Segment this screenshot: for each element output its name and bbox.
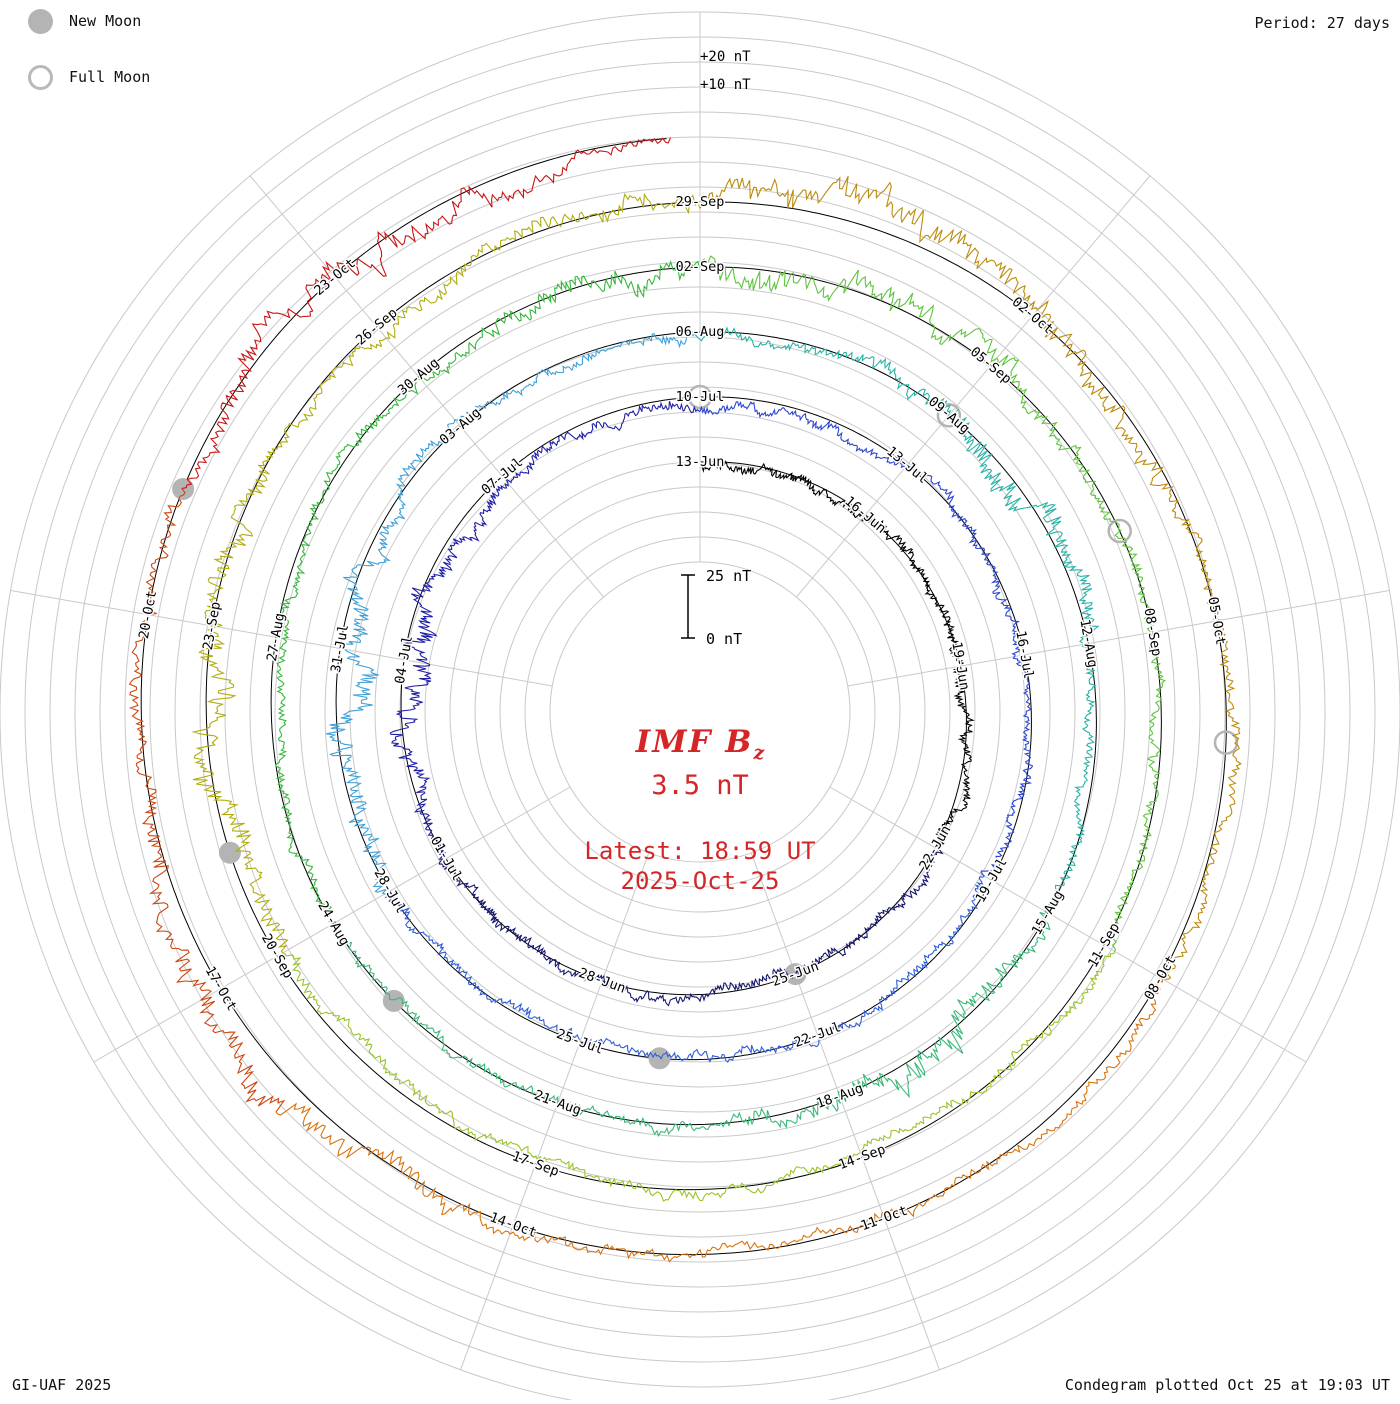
trace-segment <box>332 910 1051 1138</box>
date-label: 18-Aug <box>814 1080 865 1112</box>
imf-title-text: IMF B <box>635 724 754 760</box>
date-label: 05-Oct <box>1204 595 1228 646</box>
full-moon-label: Full Moon <box>69 68 151 86</box>
grid-spoke <box>249 175 604 598</box>
grid-spoke <box>460 852 650 1370</box>
center-annotation: IMF Bz 3.5 nT Latest: 18:59 UT 2025-Oct-… <box>400 724 1000 895</box>
date-label: 14-Sep <box>836 1141 887 1173</box>
date-label: 11-Sep <box>1085 920 1123 970</box>
scale-bar-zero-label: 0 nT <box>706 630 742 648</box>
grid-spoke <box>93 786 571 1063</box>
bz-trace <box>128 137 1243 1263</box>
trace-segment <box>274 260 701 923</box>
trace-segment <box>699 326 1100 912</box>
trace-segment <box>389 401 701 863</box>
date-label: 15-Aug <box>1029 888 1067 938</box>
date-label: 31-Jul <box>328 623 352 674</box>
date-label: 25-Jul <box>554 1026 605 1058</box>
full-moon-marker <box>687 384 713 410</box>
new-moon-marker <box>382 989 405 1012</box>
date-label: 25-Jun <box>770 958 821 990</box>
date-label: 19-Jun <box>948 641 972 692</box>
trace-segment <box>181 137 672 490</box>
date-label: 02-Oct <box>1009 294 1057 338</box>
moon-legend: New Moon Full Moon <box>28 8 150 120</box>
date-label: 29-Sep <box>676 194 725 210</box>
date-label: 06-Aug <box>676 324 725 340</box>
trace-segment <box>128 488 286 1113</box>
current-bz-value: 3.5 nT <box>651 770 749 802</box>
latest-date-label: 2025-Oct-25 <box>620 867 780 896</box>
scale-bar <box>681 574 695 639</box>
polar-grid <box>0 11 1400 1404</box>
date-label: 04-Jul <box>392 634 416 685</box>
grid-spoke <box>796 175 1151 598</box>
trace-segment <box>699 255 1166 952</box>
trace-segment <box>699 400 1034 877</box>
grid-spoke <box>750 852 940 1370</box>
date-label: 09-Aug <box>925 394 973 438</box>
plotted-timestamp-label: Condegram plotted Oct 25 at 19:03 UT <box>1064 1376 1390 1394</box>
date-label: 13-Jun <box>676 454 725 470</box>
date-label: 08-Sep <box>1140 607 1164 658</box>
date-label: 20-Oct <box>136 589 160 640</box>
date-label: 08-Oct <box>1141 953 1179 1003</box>
date-label: 24-Aug <box>314 899 352 949</box>
new-moon-icon <box>28 8 53 34</box>
date-label: 17-Oct <box>202 964 240 1014</box>
radial-ref-label: +20 nT <box>700 49 751 65</box>
full-moon-marker <box>1213 730 1239 755</box>
new-moon-marker <box>172 478 195 500</box>
trace-segment <box>282 951 1116 1202</box>
date-label: 10-Jul <box>676 389 725 405</box>
legend-new-moon: New Moon <box>28 8 150 34</box>
imf-bz-title: IMF Bz <box>400 724 1000 764</box>
baseline-spiral <box>140 138 1227 1256</box>
scale-bar-top-label: 25 nT <box>706 567 751 585</box>
trace-segment <box>699 175 1243 980</box>
trace-segment <box>438 850 944 1007</box>
period-label: Period: 27 days <box>1254 14 1390 32</box>
date-label: 14-Oct <box>488 1209 539 1241</box>
grid-spoke <box>847 589 1390 687</box>
grid-spoke <box>10 589 553 687</box>
date-label: 02-Sep <box>676 259 725 275</box>
trace-segment <box>275 978 1163 1263</box>
trace-segment <box>191 192 701 954</box>
new-moon-label: New Moon <box>69 12 142 30</box>
date-label: 11-Oct <box>859 1203 910 1235</box>
grid-spoke <box>829 786 1307 1063</box>
date-label: 28-Jun <box>576 965 627 997</box>
new-moon-marker <box>648 1047 671 1070</box>
full-moon-icon <box>28 64 53 90</box>
date-label: 17-Sep <box>510 1148 561 1180</box>
trace-segment <box>699 460 975 852</box>
full-moon-marker <box>1107 518 1132 544</box>
date-label: 12-Aug <box>1076 618 1100 669</box>
date-label: 07-Jul <box>478 454 526 498</box>
credit-label: GI-UAF 2025 <box>12 1376 112 1394</box>
latest-time-label: Latest: 18:59 UT <box>584 837 816 866</box>
date-label: 23-Oct <box>311 255 359 299</box>
legend-full-moon: Full Moon <box>28 64 150 90</box>
radial-ref-label: +10 nT <box>700 77 751 93</box>
full-moon-marker <box>936 403 962 428</box>
trace-segment <box>384 875 985 1063</box>
date-label: 16-Jun <box>841 493 889 537</box>
date-label: 16-Jul <box>1012 629 1036 680</box>
imf-title-subscript: z <box>753 742 765 765</box>
new-moon-marker <box>218 841 241 864</box>
trace-segment <box>326 331 701 895</box>
